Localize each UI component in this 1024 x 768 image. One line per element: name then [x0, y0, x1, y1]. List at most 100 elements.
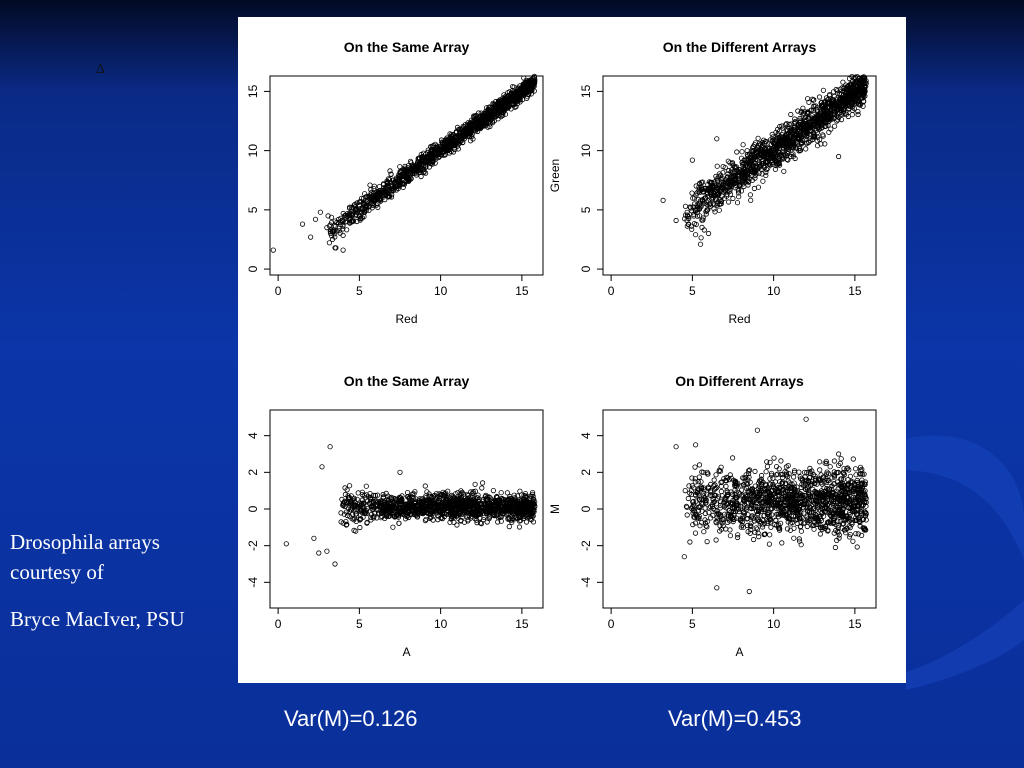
- data-point: [761, 164, 768, 171]
- data-point: [698, 520, 705, 526]
- data-point: [799, 126, 806, 133]
- data-point: [357, 500, 363, 506]
- data-point: [696, 213, 703, 219]
- data-point: [698, 179, 704, 185]
- data-point: [347, 219, 353, 225]
- data-point: [783, 132, 789, 139]
- data-point: [387, 513, 393, 519]
- x-axis-label: A: [735, 645, 743, 659]
- data-point: [349, 212, 356, 218]
- data-point: [766, 541, 773, 547]
- data-point: [364, 519, 370, 525]
- data-point: [493, 106, 499, 112]
- data-point: [784, 526, 791, 532]
- data-point: [417, 496, 423, 502]
- data-point: [413, 163, 420, 170]
- data-point: [814, 115, 820, 121]
- y-tick-label: 0: [579, 265, 593, 272]
- data-point: [779, 152, 785, 158]
- data-point: [810, 130, 816, 136]
- data-point: [327, 444, 333, 450]
- data-point: [698, 235, 704, 241]
- data-point: [837, 110, 843, 116]
- data-point: [744, 504, 750, 510]
- data-point: [764, 158, 770, 164]
- data-point: [827, 100, 833, 106]
- data-point: [402, 167, 408, 173]
- data-point: [505, 502, 511, 508]
- data-point: [438, 152, 444, 158]
- data-point: [744, 148, 750, 154]
- data-point: [765, 165, 771, 171]
- data-point: [723, 179, 729, 185]
- data-point: [820, 133, 826, 139]
- data-point: [531, 501, 537, 507]
- data-point: [705, 230, 712, 237]
- data-point: [792, 119, 798, 125]
- y-tick-label: -2: [579, 540, 593, 551]
- data-point: [389, 192, 395, 198]
- data-point: [791, 468, 798, 474]
- data-point: [380, 491, 386, 498]
- data-point: [343, 509, 350, 515]
- data-point: [421, 166, 427, 173]
- data-point: [342, 491, 349, 498]
- x-tick-label: 0: [608, 617, 615, 631]
- data-point: [768, 472, 775, 478]
- data-point: [511, 507, 517, 513]
- data-point: [376, 197, 382, 203]
- data-point: [475, 128, 481, 135]
- data-point: [343, 518, 349, 525]
- data-point: [803, 131, 810, 137]
- data-point: [804, 117, 810, 124]
- data-point: [511, 505, 517, 511]
- data-point: [528, 517, 534, 523]
- data-point: [370, 506, 376, 512]
- data-point: [522, 493, 528, 499]
- data-point: [838, 456, 844, 462]
- data-point: [379, 513, 385, 520]
- data-point: [853, 530, 859, 537]
- data-point: [417, 155, 423, 161]
- y-tick-label: 0: [246, 505, 260, 512]
- y-tick-label: 15: [579, 84, 593, 98]
- data-point: [714, 202, 720, 208]
- data-point: [860, 76, 866, 82]
- data-point: [351, 495, 357, 501]
- data-point: [814, 107, 820, 113]
- data-point: [796, 126, 802, 132]
- data-point: [798, 528, 805, 534]
- data-point: [363, 200, 369, 206]
- data-point: [743, 506, 750, 513]
- data-point: [773, 129, 779, 135]
- data-point: [498, 490, 504, 496]
- data-point: [684, 512, 690, 518]
- data-point: [481, 514, 487, 520]
- data-point: [843, 111, 850, 117]
- y-tick-label: 10: [246, 144, 260, 158]
- data-point: [506, 523, 512, 530]
- data-point: [860, 103, 866, 109]
- data-point: [725, 199, 732, 205]
- x-tick-label: 0: [608, 284, 615, 298]
- data-point: [797, 523, 804, 529]
- data-point: [464, 125, 470, 131]
- data-point: [456, 140, 463, 146]
- data-point: [790, 151, 796, 157]
- data-point: [346, 502, 352, 508]
- data-point: [470, 499, 476, 505]
- data-point: [413, 512, 419, 518]
- data-point: [729, 455, 736, 461]
- data-point: [473, 116, 479, 122]
- data-point: [343, 522, 349, 528]
- data-point: [842, 103, 848, 109]
- data-point: [853, 97, 859, 103]
- data-point: [452, 146, 458, 153]
- data-point: [797, 117, 803, 123]
- scatter-plot-grid: On the Same Array051015051015RedGreenOn …: [246, 39, 877, 659]
- data-point: [763, 155, 769, 161]
- data-point: [344, 219, 350, 225]
- data-point: [456, 509, 462, 515]
- data-point: [461, 491, 467, 497]
